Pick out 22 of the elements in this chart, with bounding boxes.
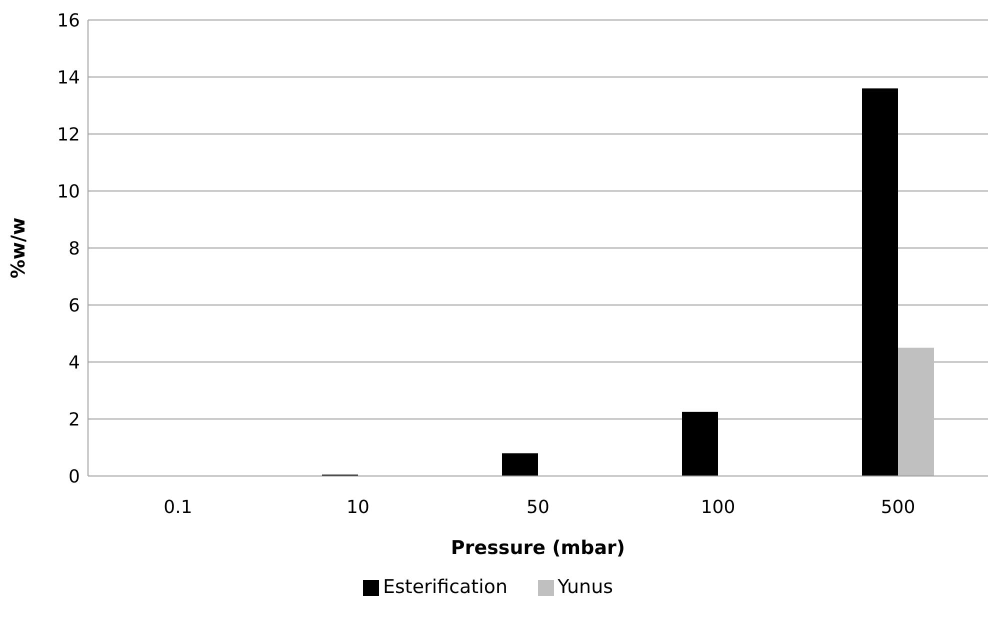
legend-label: Yunus xyxy=(558,576,614,598)
y-tick-label: 2 xyxy=(68,409,80,430)
y-tick-label: 16 xyxy=(57,10,80,32)
y-tick-label: 0 xyxy=(68,466,80,488)
x-tick-label: 500 xyxy=(880,496,916,518)
y-tick-label: 8 xyxy=(68,238,80,260)
legend-label: Esterification xyxy=(382,576,508,598)
y-tick-label: 12 xyxy=(57,124,80,146)
y-tick-label: 4 xyxy=(68,352,80,374)
y-tick-label: 6 xyxy=(68,295,80,316)
x-axis-title: Pressure (mbar) xyxy=(450,537,626,559)
bar xyxy=(682,412,718,476)
y-tick-label: 10 xyxy=(57,181,80,202)
y-tick-label: 14 xyxy=(57,67,80,88)
bar xyxy=(862,88,898,476)
y-axis-title: %w/w xyxy=(8,217,30,279)
bar xyxy=(898,348,934,476)
x-tick-label: 0.1 xyxy=(164,496,192,518)
x-tick-label: 10 xyxy=(346,496,370,518)
x-tick-label: 100 xyxy=(700,496,736,518)
x-tick-label: 50 xyxy=(526,496,550,518)
bar xyxy=(502,453,538,476)
